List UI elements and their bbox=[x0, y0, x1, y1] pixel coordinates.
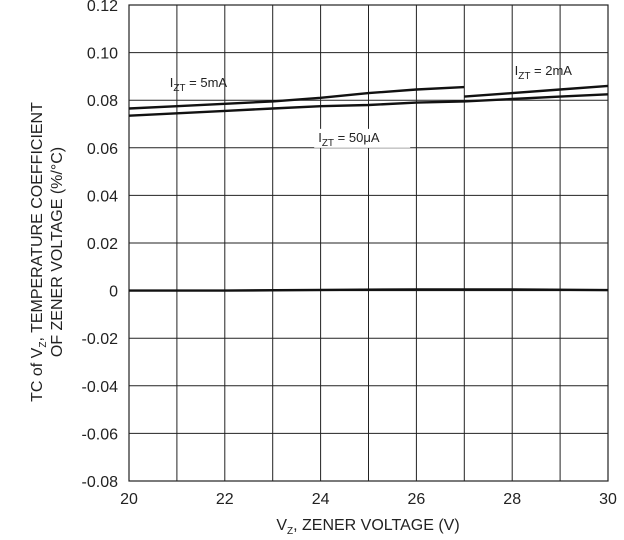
plot-frame bbox=[128, 4, 609, 482]
x-tick-label: 24 bbox=[312, 491, 330, 508]
y-tick-label: -0.04 bbox=[82, 379, 119, 396]
annotations: IZT = 5mA IZT = 2mA IZT = 50μA bbox=[170, 63, 573, 149]
series-label-0: IZT = 5mA bbox=[170, 75, 228, 94]
y-tick-label: 0 bbox=[109, 284, 118, 301]
y-tick-label: -0.02 bbox=[82, 331, 119, 348]
x-axis-label: VZ, ZENER VOLTAGE (V) bbox=[276, 517, 459, 537]
y-tick-label: 0.12 bbox=[87, 0, 118, 15]
x-tick-label: 20 bbox=[120, 491, 138, 508]
series-line-0 bbox=[128, 85, 465, 110]
series-label-2: IZT = 50μA bbox=[318, 130, 380, 149]
annotation-background bbox=[314, 128, 411, 148]
x-tick-label: 22 bbox=[216, 491, 234, 508]
y-tick-label: 0.04 bbox=[87, 188, 118, 205]
x-tick-label: 30 bbox=[599, 491, 617, 508]
series-line-3 bbox=[129, 288, 609, 292]
y-tick-label: 0.02 bbox=[87, 236, 118, 253]
x-tick-label: 26 bbox=[408, 491, 426, 508]
y-tick-label: -0.08 bbox=[82, 474, 119, 491]
y-axis-label-line2: OF ZENER VOLTAGE (%/°C) bbox=[49, 147, 66, 357]
series-label-1: IZT = 2mA bbox=[515, 63, 573, 82]
grid bbox=[128, 4, 609, 482]
series-line-1 bbox=[464, 84, 609, 98]
x-tick-label: 28 bbox=[503, 491, 521, 508]
y-tick-label: 0.08 bbox=[87, 93, 118, 110]
y-tick-label: 0.06 bbox=[87, 141, 118, 158]
tick-labels: 20 22 24 26 28 30 -0.08 -0.06 -0.04 -0.02 0 0.02 0.0… bbox=[82, 0, 617, 508]
y-tick-label: 0.10 bbox=[87, 46, 118, 63]
y-axis-label-line1: TC of VZ, TEMPERATURE COEFFICIENT bbox=[29, 102, 49, 402]
series-line-2 bbox=[128, 93, 609, 117]
y-tick-label: -0.06 bbox=[82, 426, 119, 443]
series-lines bbox=[128, 84, 609, 292]
